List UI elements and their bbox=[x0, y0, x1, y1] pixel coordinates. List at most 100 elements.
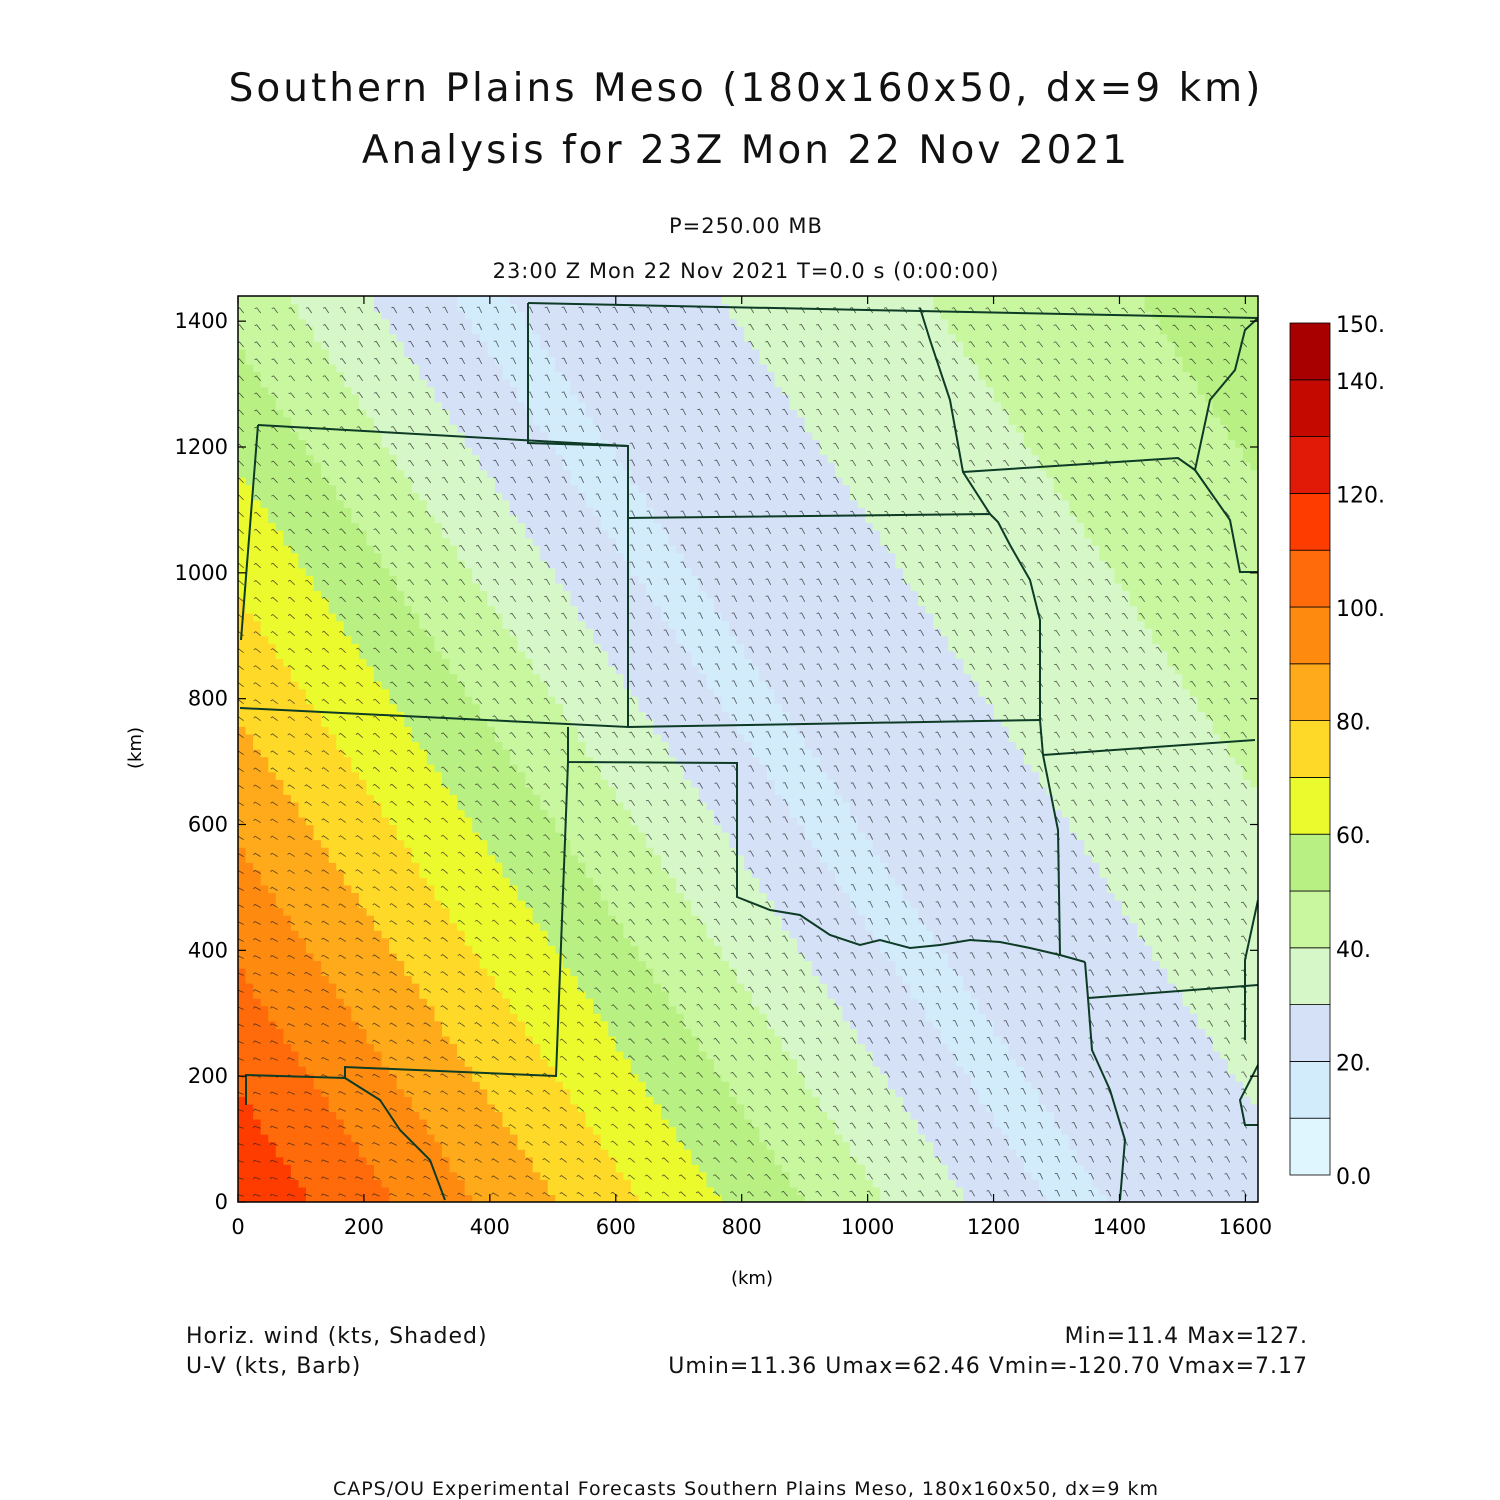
heat-cell bbox=[472, 749, 481, 758]
heat-cell bbox=[366, 930, 375, 939]
heat-cell bbox=[351, 416, 360, 425]
heat-cell bbox=[328, 416, 337, 425]
heat-cell bbox=[547, 688, 556, 697]
heat-cell bbox=[328, 862, 337, 871]
heat-cell bbox=[525, 1118, 534, 1128]
heat-cell bbox=[396, 877, 405, 886]
heat-cell bbox=[494, 620, 504, 629]
heat-cell bbox=[290, 801, 300, 810]
heat-cell bbox=[404, 477, 413, 486]
heat-cell bbox=[283, 975, 292, 984]
heat-cell bbox=[275, 514, 284, 524]
heat-cell bbox=[442, 333, 451, 342]
heat-cell bbox=[381, 492, 390, 501]
heat-cell bbox=[449, 1043, 458, 1052]
heat-cell bbox=[275, 733, 284, 743]
heat-cell bbox=[268, 1020, 277, 1029]
heat-cell bbox=[374, 1020, 383, 1029]
heat-cell bbox=[517, 507, 526, 516]
heat-cell bbox=[502, 379, 511, 388]
heat-cell bbox=[313, 582, 322, 592]
heat-cell bbox=[358, 613, 368, 622]
heat-cell bbox=[457, 416, 466, 425]
heat-cell bbox=[396, 560, 405, 569]
heat-cell bbox=[328, 1194, 337, 1202]
heat-cell bbox=[517, 975, 526, 984]
heat-cell bbox=[268, 348, 277, 357]
heat-cell bbox=[472, 1020, 481, 1029]
heat-cell bbox=[245, 998, 254, 1007]
heat-cell bbox=[532, 628, 541, 637]
heat-cell bbox=[510, 726, 519, 735]
heat-cell bbox=[268, 937, 277, 946]
heat-cell bbox=[268, 907, 277, 916]
heat-cell bbox=[358, 650, 368, 659]
heat-cell bbox=[343, 356, 352, 365]
heat-cell bbox=[404, 409, 413, 418]
heat-cell bbox=[517, 922, 526, 931]
heat-cell bbox=[464, 1088, 473, 1097]
heat-cell bbox=[336, 696, 345, 705]
heat-cell bbox=[396, 575, 405, 584]
heat-cell bbox=[532, 907, 541, 916]
heat-cell bbox=[434, 998, 443, 1007]
heat-cell bbox=[245, 1096, 254, 1105]
heat-cell bbox=[487, 333, 496, 342]
heat-cell bbox=[494, 696, 504, 705]
heat-cell bbox=[464, 749, 473, 758]
heat-cell bbox=[290, 371, 300, 380]
heat-cell bbox=[494, 424, 504, 433]
heat-cell bbox=[358, 477, 368, 486]
heat-cell bbox=[449, 688, 458, 697]
heat-cell bbox=[442, 733, 451, 743]
heat-cell bbox=[374, 567, 383, 576]
heat-cell bbox=[426, 1118, 436, 1128]
heat-cell bbox=[419, 937, 428, 946]
heat-cell bbox=[245, 967, 254, 977]
heat-cell bbox=[532, 492, 541, 501]
heat-cell bbox=[358, 401, 368, 410]
heat-cell bbox=[381, 960, 390, 969]
heat-cell bbox=[510, 598, 519, 607]
heat-cell bbox=[374, 1073, 383, 1082]
heat-cell bbox=[494, 711, 504, 720]
heat-cell bbox=[389, 1111, 398, 1120]
heat-cell bbox=[260, 877, 269, 886]
heat-cell bbox=[245, 990, 254, 999]
heat-cell bbox=[479, 703, 488, 712]
heat-cell bbox=[321, 522, 330, 531]
heat-cell bbox=[381, 756, 390, 765]
heat-cell bbox=[487, 930, 496, 939]
heat-cell bbox=[510, 1111, 519, 1120]
heat-cell bbox=[487, 567, 496, 576]
heat-cell bbox=[275, 484, 284, 493]
heat-cell bbox=[275, 1066, 284, 1075]
heat-cell bbox=[464, 552, 473, 561]
heat-cell bbox=[396, 605, 405, 614]
heat-cell bbox=[336, 983, 345, 992]
heat-cell bbox=[502, 930, 511, 939]
heat-cell bbox=[517, 809, 526, 818]
heat-cell bbox=[472, 1073, 481, 1082]
heat-cell bbox=[358, 1043, 368, 1052]
heat-cell bbox=[343, 575, 352, 584]
heat-cell bbox=[464, 537, 473, 546]
heat-cell bbox=[449, 869, 458, 878]
heat-cell bbox=[374, 356, 383, 365]
heat-cell bbox=[358, 318, 368, 327]
heat-cell bbox=[419, 884, 428, 894]
heat-cell bbox=[540, 960, 549, 969]
heat-cell bbox=[245, 816, 254, 826]
heat-cell bbox=[328, 930, 337, 939]
heat-cell bbox=[532, 582, 541, 592]
heat-cell bbox=[298, 356, 307, 365]
heat-cell bbox=[328, 1020, 337, 1029]
heat-cell bbox=[434, 341, 443, 350]
heat-cell bbox=[547, 1028, 556, 1037]
heat-cell bbox=[290, 590, 300, 599]
heat-cell bbox=[457, 884, 466, 894]
heat-cell bbox=[510, 854, 519, 863]
heat-cell bbox=[381, 598, 390, 607]
heat-cell bbox=[419, 545, 428, 554]
heat-cell bbox=[457, 862, 466, 871]
